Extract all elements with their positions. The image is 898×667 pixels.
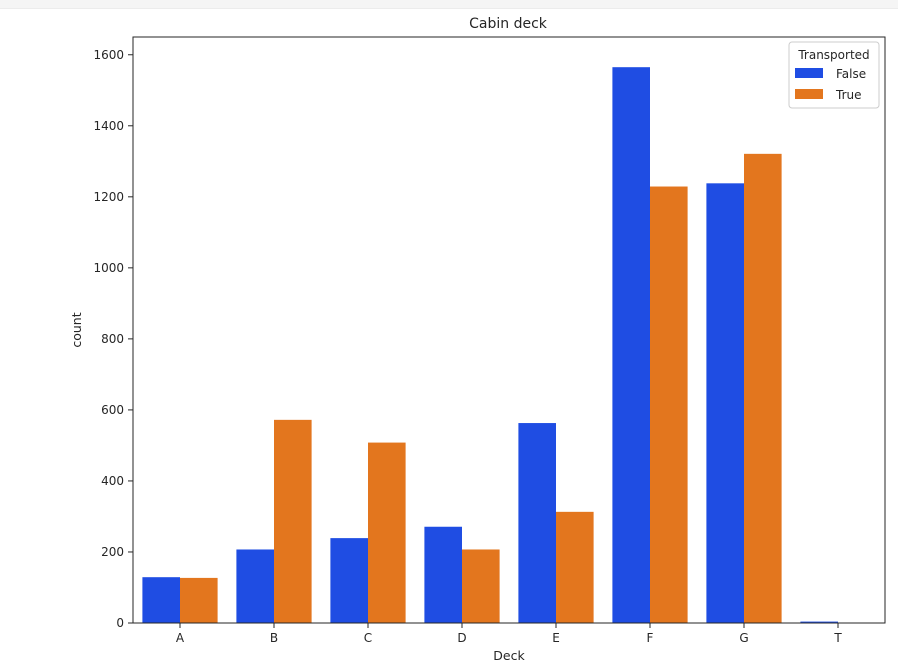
y-tick-label: 600	[101, 403, 124, 417]
y-axis-label: count	[69, 312, 84, 347]
bar-g-false	[706, 183, 744, 623]
x-tick-label: F	[647, 631, 654, 645]
y-tick-label: 1400	[93, 119, 124, 133]
y-tick-label: 800	[101, 332, 124, 346]
y-tick-label: 1600	[93, 48, 124, 62]
x-tick-label: D	[457, 631, 466, 645]
y-tick-label: 1000	[93, 261, 124, 275]
bar-c-true	[368, 442, 406, 623]
y-tick-label: 0	[116, 616, 124, 630]
legend-label-true: True	[835, 88, 862, 102]
legend-swatch-false	[795, 68, 823, 78]
x-tick-label: E	[552, 631, 560, 645]
x-axis-label: Deck	[493, 648, 525, 663]
y-tick-label: 1200	[93, 190, 124, 204]
x-tick-label: T	[833, 631, 842, 645]
bar-f-true	[650, 186, 688, 623]
chart-title: Cabin deck	[469, 16, 548, 32]
bar-d-false	[424, 526, 462, 623]
bar-e-true	[556, 511, 594, 623]
plot-frame	[132, 36, 886, 624]
bar-b-true	[274, 419, 312, 623]
bar-f-false	[612, 67, 650, 623]
bar-a-true	[180, 577, 218, 623]
bar-e-false	[518, 423, 556, 623]
bar-g-true	[744, 153, 782, 623]
bar-c-false	[330, 538, 368, 623]
legend-swatch-true	[795, 89, 823, 99]
y-tick-label: 400	[101, 474, 124, 488]
bars-group	[142, 67, 876, 623]
bar-d-true	[462, 549, 500, 623]
x-tick-label: C	[364, 631, 372, 645]
y-tick-label: 200	[101, 545, 124, 559]
y-axis: 0 200 400 600 800 1000 1200 1400 1600	[93, 48, 133, 630]
bar-t-false	[800, 621, 838, 623]
legend-label-false: False	[836, 67, 866, 81]
legend: Transported False True	[788, 41, 880, 109]
x-tick-label: G	[739, 631, 748, 645]
legend-title: Transported	[797, 48, 869, 62]
x-tick-label: B	[270, 631, 278, 645]
window-top-strip	[0, 0, 898, 9]
bar-b-false	[236, 549, 274, 623]
x-tick-label: A	[176, 631, 185, 645]
bar-a-false	[142, 577, 180, 623]
